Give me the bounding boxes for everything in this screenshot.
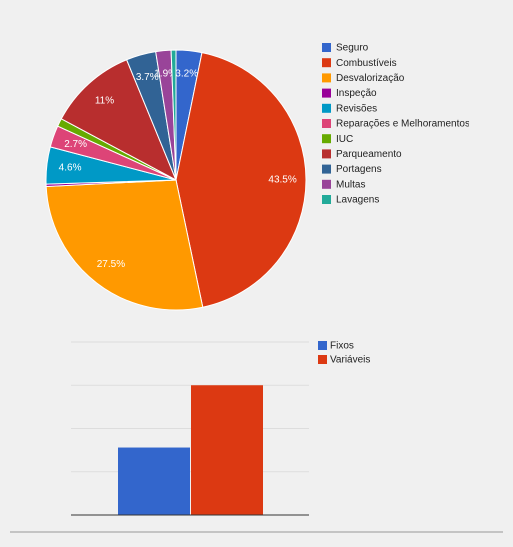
legend-swatch bbox=[322, 88, 331, 98]
bar-chart: Fixos Variáveis bbox=[71, 341, 370, 516]
slice-label: 3.7% bbox=[136, 72, 159, 83]
legend-swatch bbox=[322, 43, 331, 52]
legend-label: Inspeção bbox=[336, 88, 377, 99]
bar bbox=[118, 447, 190, 515]
pie-slice bbox=[60, 59, 177, 182]
bar bbox=[191, 385, 263, 515]
legend-swatch bbox=[322, 103, 331, 113]
legend-swatch bbox=[322, 195, 331, 204]
pie-slice bbox=[175, 52, 307, 308]
legend-label: Variáveis bbox=[330, 355, 370, 366]
slice-label: 11% bbox=[95, 96, 114, 107]
legend-label: Portagens bbox=[336, 164, 382, 175]
slice-label: 43.5% bbox=[268, 174, 296, 185]
legend-swatch bbox=[318, 355, 327, 364]
pie-slice bbox=[45, 179, 204, 311]
slice-label: 27.5% bbox=[97, 259, 125, 270]
legend-label: Desvalorização bbox=[336, 73, 405, 84]
legend-label: Parqueamento bbox=[336, 149, 402, 160]
legend-swatch bbox=[322, 119, 331, 128]
pie-legend: Seguro Combustíveis Desvalorização Inspeção… bbox=[322, 43, 470, 206]
legend-label: Seguro bbox=[336, 43, 369, 54]
legend-label: Lavagens bbox=[336, 195, 379, 206]
legend-swatch bbox=[322, 149, 331, 159]
legend-label: Fixos bbox=[330, 341, 354, 352]
pie-slice bbox=[170, 49, 177, 181]
slice-label: 2.7% bbox=[64, 139, 87, 150]
legend-swatch bbox=[318, 341, 327, 350]
legend-label: Reparações e Melhoramentos bbox=[336, 119, 470, 130]
pie-chart: 3.2% 43.5% 27.5% 4.6% 2.7% 11% 3.7%1.9% bbox=[45, 49, 307, 311]
legend-swatch bbox=[322, 134, 331, 144]
legend-swatch bbox=[322, 58, 331, 68]
slice-label: 4.6% bbox=[59, 163, 82, 174]
legend-label: Combustíveis bbox=[336, 58, 397, 69]
slice-label: 3.2% bbox=[175, 69, 198, 80]
legend-swatch bbox=[322, 179, 331, 189]
legend-swatch bbox=[322, 73, 331, 83]
legend-label: Revisões bbox=[336, 103, 377, 114]
legend-label: IUC bbox=[336, 134, 353, 145]
legend-swatch bbox=[322, 164, 331, 174]
slice-label: 1.9% bbox=[154, 69, 177, 80]
legend-label: Multas bbox=[336, 179, 365, 190]
